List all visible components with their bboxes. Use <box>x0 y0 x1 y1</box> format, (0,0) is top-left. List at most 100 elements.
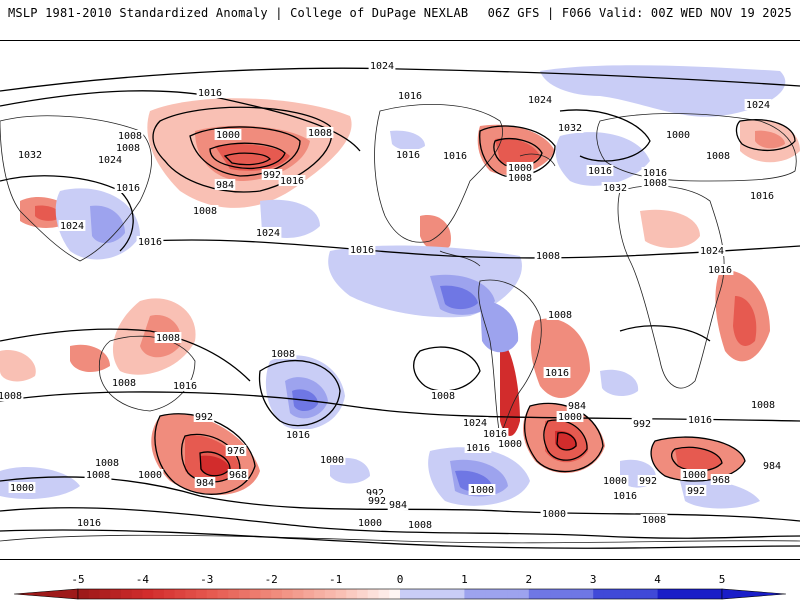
isobar-label: 1024 <box>746 100 770 111</box>
isobar-label-bg <box>749 399 777 410</box>
isobar-label: 1016 <box>396 150 420 161</box>
isobar-label: 984 <box>216 180 234 191</box>
isobar-label: 984 <box>763 461 781 472</box>
isobar-label: 1008 <box>308 128 332 139</box>
isobar-label: 1000 <box>558 412 582 423</box>
isobar-label: 1016 <box>138 237 162 248</box>
isobar-label: 1008 <box>536 251 560 262</box>
isobar-label-bg <box>441 150 469 161</box>
isobar-label-bg <box>546 309 574 320</box>
colorbar-segment <box>196 589 208 599</box>
isobar-label: 1024 <box>370 61 394 72</box>
isobar-label: 1000 <box>216 130 240 141</box>
isobar-label: 1016 <box>688 415 712 426</box>
colorbar-segment <box>346 589 358 599</box>
isobar-label-bg <box>637 475 659 486</box>
isobar-label-bg <box>611 490 639 501</box>
isobar-label-bg <box>194 477 216 488</box>
colorbar-segment <box>518 589 530 599</box>
isobar-label-bg <box>506 162 534 173</box>
colorbar-tick-label: 0 <box>396 573 404 586</box>
colorbar-segment <box>571 589 583 599</box>
isobar-label: 1000 <box>320 455 344 466</box>
isobar-label-bg <box>214 129 242 140</box>
isobar-label: 1000 <box>542 509 566 520</box>
isobar-label-bg <box>171 380 199 391</box>
isobar-label: 992 <box>368 496 386 507</box>
isobar-label: 1016 <box>545 368 569 379</box>
isobar-label: 992 <box>263 170 281 181</box>
isobar-label: 1016 <box>286 430 310 441</box>
colorbar-segment <box>636 589 648 599</box>
isobar-label-bg <box>685 485 707 496</box>
isobar-label-bg <box>364 487 386 498</box>
isobar-label-bg <box>96 154 124 165</box>
isobar-label-bg <box>481 428 509 439</box>
colorbar-segment <box>496 589 508 599</box>
colorbar-tick-label: 3 <box>589 573 597 586</box>
isobar-label: 1000 <box>358 518 382 529</box>
isobar-label: 1016 <box>77 518 101 529</box>
isobar-label: 1000 <box>603 476 627 487</box>
isobar-label: 1024 <box>256 228 280 239</box>
isobar-label-bg <box>761 460 783 471</box>
colorbar-segment <box>99 589 111 599</box>
colorbar-segment <box>78 589 90 599</box>
isobar-label-bg <box>464 442 492 453</box>
isobar-label-bg <box>429 390 457 401</box>
isobar-label: 1008 <box>118 131 142 142</box>
colorbar <box>13 588 787 600</box>
isobar-label: 1008 <box>95 458 119 469</box>
isobar-label: 1000 <box>10 483 34 494</box>
isobar-label-bg <box>227 469 249 480</box>
isobar-label-bg <box>710 474 732 485</box>
isobar-label: 1016 <box>483 429 507 440</box>
isobar-label-bg <box>0 390 24 401</box>
isobar-label-bg <box>664 129 692 140</box>
isobar-label-bg <box>496 438 524 449</box>
isobar-label: 1016 <box>708 265 732 276</box>
isobar-label: 992 <box>633 419 651 430</box>
isobar-label-bg <box>84 469 112 480</box>
isobar-label-bg <box>540 508 568 519</box>
colorbar-tick-label: -3 <box>200 573 214 586</box>
isobar-label: 1000 <box>498 439 522 450</box>
isobar-label-bg <box>406 519 434 530</box>
colorbar-segment <box>485 589 498 599</box>
colorbar-segment <box>367 589 380 599</box>
isobar-label-bg <box>566 400 588 411</box>
isobar-label-bg <box>356 517 384 528</box>
isobar-label-bg <box>254 227 282 238</box>
colorbar-tick-label: -1 <box>328 573 343 586</box>
colorbar-segment <box>249 589 261 599</box>
isobar-label-bg <box>556 122 584 133</box>
colorbar-segment <box>561 589 573 599</box>
isobar-label: 1016 <box>443 151 467 162</box>
isobar-label: 1032 <box>18 150 42 161</box>
isobar-label-bg <box>58 220 86 231</box>
colorbar-segment <box>120 589 133 599</box>
isobar-label: 992 <box>687 486 705 497</box>
isobar-label-bg <box>506 172 534 183</box>
colorbar-segment <box>432 589 444 599</box>
isobar-label-bg <box>16 149 44 160</box>
isobar-label: 1016 <box>588 166 612 177</box>
isobar-label-bg <box>75 517 103 528</box>
colorbar-segment <box>475 589 487 599</box>
isobar-label: 968 <box>712 475 730 486</box>
isobar-label: 1016 <box>350 245 374 256</box>
isobar-label: 1008 <box>86 470 110 481</box>
isobar-label-bg <box>154 332 182 343</box>
colorbar-tick-label: -2 <box>264 573 278 586</box>
isobar-label-bg <box>191 205 219 216</box>
colorbar-segment <box>271 589 283 599</box>
isobar-label-bg <box>698 245 726 256</box>
isobar-label-bg <box>261 169 283 180</box>
colorbar-tick-label: 2 <box>525 573 533 586</box>
isobar-label-bg <box>93 457 121 468</box>
isobar-label: 1016 <box>280 176 304 187</box>
isobar-label: 1016 <box>750 191 774 202</box>
isobar-label: 1032 <box>603 183 627 194</box>
colorbar-tick-label: -4 <box>135 573 150 586</box>
